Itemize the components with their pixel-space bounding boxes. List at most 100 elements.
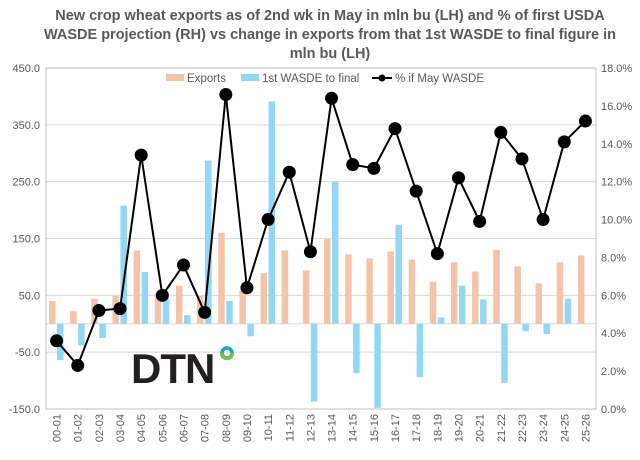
exports-bar — [239, 290, 246, 324]
exports-bar — [514, 266, 521, 324]
x-tick-label: 22-23 — [517, 414, 529, 442]
wasde-change-bar — [501, 323, 508, 383]
pct-point — [155, 288, 169, 302]
pct-point — [198, 305, 212, 319]
x-tick-label: 04-05 — [136, 414, 148, 442]
y2-tick-label: 16.0% — [601, 101, 632, 113]
pct-point — [494, 125, 508, 139]
legend-swatch-exports — [166, 74, 184, 81]
pct-point — [409, 184, 423, 198]
wasde-change-bar — [310, 323, 318, 402]
legend-swatch-wasde — [241, 74, 259, 81]
exports-bar — [281, 250, 289, 324]
x-tick-label: 19-20 — [454, 414, 466, 442]
wasde-change-bar — [205, 160, 212, 324]
y2-tick-label: 4.0% — [601, 328, 626, 340]
pct-point — [113, 302, 127, 316]
exports-bar — [154, 293, 162, 324]
y2-tick-label: 8.0% — [601, 252, 626, 264]
wasde-change-bar — [458, 285, 466, 324]
wasde-change-bar — [183, 315, 191, 324]
y-tick-label: 250.0 — [12, 177, 40, 189]
pct-point — [71, 358, 85, 372]
legend-label-exports: Exports — [187, 73, 226, 85]
exports-bar — [535, 283, 543, 324]
exports-bar — [556, 262, 564, 324]
y2-tick-label: 18.0% — [601, 63, 632, 75]
x-tick-label: 09-10 — [242, 414, 254, 442]
x-tick-label: 01-02 — [73, 414, 85, 442]
legend-label-wasde: 1st WASDE to final — [262, 73, 359, 85]
exports-bar — [387, 251, 394, 324]
pct-line — [55, 94, 587, 368]
pct-point — [388, 122, 402, 136]
pct-point — [325, 91, 339, 105]
pct-point — [219, 88, 233, 102]
y2-tick-label: 10.0% — [601, 215, 632, 227]
wasde-change-bar — [162, 298, 170, 324]
x-tick-label: 13-14 — [327, 414, 339, 442]
x-tick-label: 08-09 — [221, 414, 233, 442]
wasde-change-bar — [99, 323, 106, 338]
exports-bar — [472, 271, 479, 324]
pct-point — [240, 281, 254, 295]
x-tick-label: 07-08 — [200, 414, 212, 442]
pct-point — [536, 213, 550, 227]
exports-bar — [49, 301, 56, 324]
exports-bar — [493, 249, 500, 324]
x-tick-label: 21-22 — [496, 414, 508, 442]
wasde-change-bar — [416, 323, 424, 378]
y-tick-label: 50.0 — [19, 290, 40, 302]
pct-point — [50, 334, 64, 348]
pct-point — [261, 213, 275, 227]
exports-bar — [133, 250, 141, 324]
wasde-change-bar — [564, 298, 572, 324]
wasde-change-bar — [353, 323, 360, 374]
wasde-change-bar — [480, 299, 487, 324]
exports-bar — [345, 254, 352, 324]
y-tick-label: -50.0 — [15, 347, 40, 359]
pct-point — [177, 258, 190, 272]
x-tick-label: 15-16 — [369, 414, 381, 442]
exports-bar — [260, 273, 268, 324]
wasde-change-bar — [78, 323, 85, 346]
wasde-change-bar — [395, 224, 402, 324]
pct-point — [303, 245, 317, 259]
x-tick-label: 14-15 — [348, 414, 360, 442]
legend-swatch-pct-dot — [378, 74, 386, 82]
wasde-change-bar — [141, 272, 149, 324]
wasde-change-bar — [247, 323, 254, 337]
dtn-logo: DTN — [131, 345, 214, 392]
exports-bar — [70, 311, 77, 324]
exports-bar — [366, 258, 373, 324]
dtn-logo-circle-green — [219, 352, 235, 361]
wasde-change-bar — [374, 323, 381, 408]
y-tick-label: 150.0 — [12, 234, 40, 246]
x-tick-label: 11-12 — [284, 414, 296, 441]
legend-label-pct: % if May WASDE — [395, 73, 484, 85]
x-tick-label: 05-06 — [157, 414, 169, 442]
pct-point — [473, 214, 487, 228]
plot-area-border — [45, 67, 597, 410]
x-tick-label: 24-25 — [559, 414, 571, 442]
pct-point — [367, 161, 381, 175]
wasde-change-bar — [332, 181, 339, 324]
x-tick-label: 23-24 — [538, 414, 550, 442]
exports-bar — [218, 232, 225, 324]
x-tick-label: 16-17 — [390, 414, 402, 442]
y2-tick-label: 14.0% — [601, 139, 632, 151]
pct-point — [282, 165, 296, 179]
pct-point — [515, 152, 529, 166]
exports-bar — [450, 262, 458, 324]
pct-point — [557, 135, 571, 149]
x-tick-label: 10-11 — [263, 414, 275, 441]
pct-point — [134, 148, 148, 162]
x-tick-label: 06-07 — [179, 414, 191, 442]
y2-tick-label: 6.0% — [601, 290, 626, 302]
x-tick-label: 02-03 — [94, 414, 106, 442]
pct-point — [346, 158, 360, 172]
wasde-change-bar — [226, 301, 233, 324]
pct-point — [430, 247, 444, 261]
wasde-change-bar — [437, 317, 445, 324]
